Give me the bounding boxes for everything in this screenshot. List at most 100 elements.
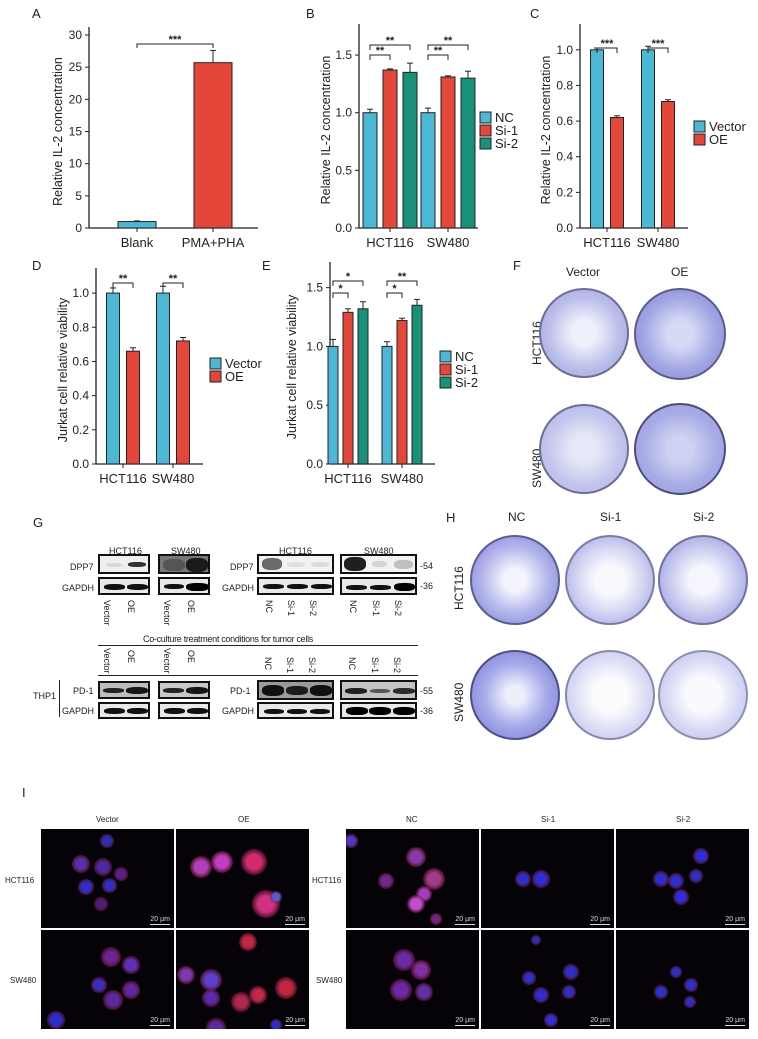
g-bl-lane-2: OE [126,650,136,664]
g-bl-lane-1: Vector [102,648,112,674]
significance-label: * [346,271,351,283]
i-col-nc: NC [406,815,418,824]
y-tick-label: 0.5 [306,398,323,412]
legend-label: OE [225,369,244,384]
fluorescence-image-vector-hct116: 20 µm [41,829,174,928]
dish-h-sw480-si1 [565,650,655,740]
dish-h-sw480-nc [470,650,560,740]
f-col-oe: OE [671,265,689,279]
bar-SW480-Si-2 [411,304,423,465]
cell-nucleus [211,851,233,873]
y-tick-label: 1.0 [306,339,323,353]
bar-HCT116-Vector [590,49,604,229]
i-col-si1: Si-1 [541,815,556,824]
svg-text:***: *** [169,34,183,46]
y-tick-label: 0.6 [72,354,89,368]
g-tr-lane-6: Si-2 [393,600,403,617]
significance-label: ** [119,273,128,285]
chart-a-il2-blank-vs-pma: 0 5 10 15 20 25 30 Relative IL-2 concentration B… [51,27,258,250]
g-br-mw-55: -55 [420,686,434,696]
cell-nucleus [423,868,445,890]
g-tl-lane-3: Vector [162,600,172,626]
bar-PMA+PHA [193,62,233,229]
legend-label: NC [455,349,474,364]
x-tick-label: Blank [121,235,154,250]
h-col-nc: NC [508,510,526,524]
cell-nucleus [270,1019,282,1029]
scale-bar: 20 µm [285,1017,305,1026]
cell-nucleus [94,897,108,911]
cell-nucleus [249,986,267,1004]
blot-gapdh-hct116-oe [98,577,150,595]
blot-gapdh-si-hct116 [257,702,334,719]
y-tick-label: 20 [69,92,83,106]
significance-label: ** [444,35,453,47]
blot-gapdh-sw480-si [340,577,417,595]
cell-nucleus [407,895,425,913]
chart-e-jurkat-viability-knockdown: 0.0 0.5 1.0 1.5 Jurkat cell relative viabili… [285,262,478,486]
g-br-lane-2: Si-1 [285,657,295,674]
cell-nucleus [200,969,222,991]
x-tick-label: HCT116 [583,235,630,250]
cell-nucleus [393,949,415,971]
cell-nucleus [515,871,531,887]
legend-swatch [479,124,492,137]
g-bl-lane-3: Vector [162,648,172,674]
y-tick-label: 0.4 [72,389,89,403]
y-tick-label: 5 [75,189,82,203]
y-tick-label: 10 [69,157,83,171]
y-tick-label: 0.6 [556,114,573,128]
bar-SW480-Si-2 [460,77,476,229]
cell-nucleus [668,873,684,889]
x-tick-label: HCT116 [99,471,146,486]
bar-HCT116-OE [126,350,140,465]
g-bl-lane-4: OE [186,650,196,664]
blot-gapdh-thp1-oe [98,702,150,719]
cell-nucleus [670,966,682,978]
significance-label: * [392,283,397,295]
blot-dpp7-sw480-si [340,554,417,574]
g-thp1-bracket [59,680,60,717]
cell-nucleus [177,966,195,984]
cell-nucleus [103,990,123,1010]
y-tick-label: 0.0 [306,457,323,471]
cell-nucleus [693,848,709,864]
cell-nucleus [689,869,703,883]
cell-nucleus [47,1011,65,1029]
g-tr-lane-5: Si-1 [371,600,381,617]
panel-label-c: C [530,6,540,21]
y-tick-label: 0.0 [335,221,352,235]
legend-swatch [693,120,706,133]
cell-nucleus [411,960,431,980]
cell-nucleus [522,971,536,985]
legend-label: Si-1 [455,362,478,377]
fluorescence-image-si1-hct116: 20 µm [481,829,614,928]
legend-label: Vector [225,356,263,371]
cell-nucleus [101,877,117,893]
y-tick-label: 15 [69,125,83,139]
cell-nucleus [91,977,107,993]
scale-bar: 20 µm [725,916,745,925]
bar-HCT116-OE [610,117,624,229]
scale-bar: 20 µm [285,916,305,925]
cell-nucleus [531,935,541,945]
bar-HCT116-Si-1 [342,311,354,465]
significance-label: * [338,283,343,295]
g-tr-lane-2: Si-1 [286,600,296,617]
legend-swatch [479,137,492,150]
cell-nucleus [275,977,297,999]
scale-bar: 20 µm [590,1017,610,1026]
blot-dpp7-sw480-oe [158,554,210,574]
blot-gapdh-sw480-oe [158,577,210,595]
legend-swatch [209,370,222,383]
cell-nucleus [563,964,579,980]
legend-swatch [209,357,222,370]
legend-label: Si-2 [455,375,478,390]
significance-label: ** [386,35,395,47]
bar-HCT116-Si-2 [357,308,369,465]
significance-label: *** [652,38,666,50]
y-axis-label: Jurkat cell relative viability [56,297,70,442]
g-tr-row-gapdh: GAPDH [222,583,255,593]
